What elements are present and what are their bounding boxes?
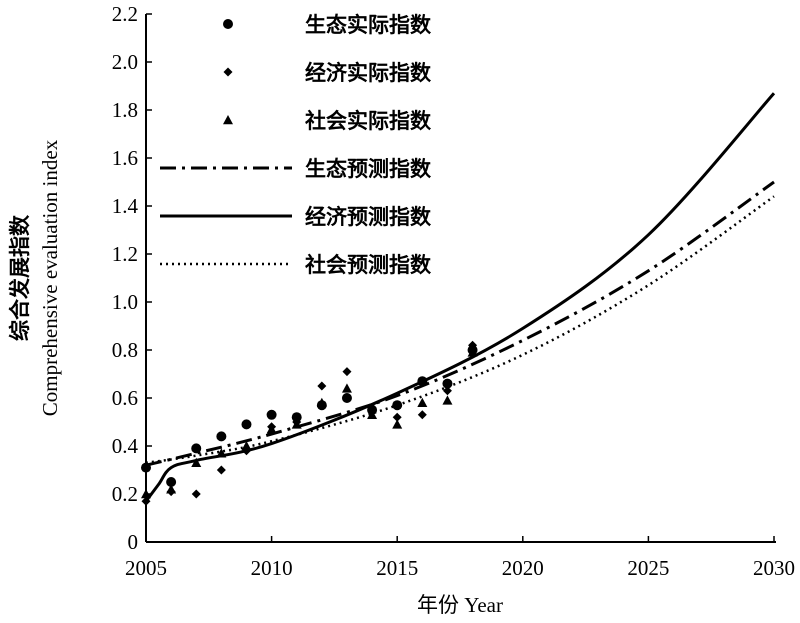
legend-marker — [223, 19, 233, 29]
data-point — [341, 383, 352, 393]
legend-label: 经济预测指数 — [305, 205, 432, 229]
data-point — [291, 419, 302, 429]
data-point — [241, 419, 252, 430]
data-point — [266, 409, 277, 420]
x-tick-label: 2030 — [753, 556, 795, 580]
data-point — [392, 412, 402, 422]
data-point — [341, 393, 352, 403]
legend-marker — [223, 115, 233, 125]
data-point — [216, 465, 226, 475]
y-tick-label: 1.0 — [112, 290, 138, 314]
y-tick-label: 1.6 — [112, 146, 138, 170]
data-point — [266, 424, 277, 434]
data-point — [392, 419, 403, 429]
y-tick-label: 0.4 — [112, 434, 139, 458]
y-axis-title-cn: 综合发展指数 — [8, 214, 32, 341]
data-point — [417, 410, 427, 420]
legend-label: 经济实际指数 — [305, 61, 432, 85]
legend-label: 生态实际指数 — [305, 13, 432, 37]
data-point — [241, 441, 252, 451]
y-tick-label: 2.0 — [112, 50, 138, 74]
data-point — [191, 443, 202, 454]
data-point — [166, 484, 177, 494]
data-point — [442, 386, 452, 396]
data-point — [191, 489, 201, 499]
data-point — [468, 340, 478, 350]
data-point — [417, 397, 428, 408]
x-axis-title: 年份 Year — [417, 593, 503, 617]
data-point — [417, 376, 428, 387]
y-tick-label: 0.8 — [112, 338, 138, 362]
y-tick-label: 1.2 — [112, 242, 138, 266]
x-tick-label: 2025 — [627, 556, 669, 580]
data-point — [442, 395, 453, 405]
data-point — [316, 397, 327, 408]
data-point — [392, 400, 403, 411]
y-tick-label: 2.2 — [112, 2, 138, 26]
y-tick-label: 0.2 — [112, 482, 138, 506]
prediction-curves — [144, 92, 776, 503]
data-point — [216, 431, 227, 442]
ticks: 0 0.2 0.4 0.6 0.8 1.0 1.2 1.4 1.6 1.8 2.0 2.2 2005 20… — [112, 2, 795, 580]
data-point — [216, 448, 227, 458]
y-axis-title-en: Comprehensive evaluation index — [38, 139, 62, 416]
x-tick-label: 2020 — [502, 556, 544, 580]
data-point — [467, 347, 478, 357]
data-point — [442, 378, 453, 389]
data-point — [367, 403, 377, 413]
y-tick-label: 1.8 — [112, 98, 138, 122]
data-point — [166, 477, 177, 487]
axes — [145, 14, 776, 543]
y-tick-label: 1.4 — [112, 194, 139, 218]
x-tick-label: 2005 — [125, 556, 167, 580]
data-point — [291, 412, 302, 423]
series-line — [145, 180, 775, 467]
y-tick-label: 0 — [128, 530, 139, 554]
y-tick-label: 0.6 — [112, 386, 138, 410]
data-point — [342, 367, 352, 377]
series-line — [145, 195, 775, 465]
x-tick-label: 2015 — [376, 556, 418, 580]
legend-label: 社会预测指数 — [304, 253, 432, 277]
data-point — [367, 409, 378, 420]
x-tick-label: 2010 — [251, 556, 293, 580]
data-point — [191, 457, 202, 468]
legend-label: 社会实际指数 — [304, 109, 432, 133]
series-line — [144, 92, 776, 503]
legend-marker — [223, 67, 233, 77]
data-point — [317, 381, 327, 391]
legend-label: 生态预测指数 — [305, 157, 432, 181]
